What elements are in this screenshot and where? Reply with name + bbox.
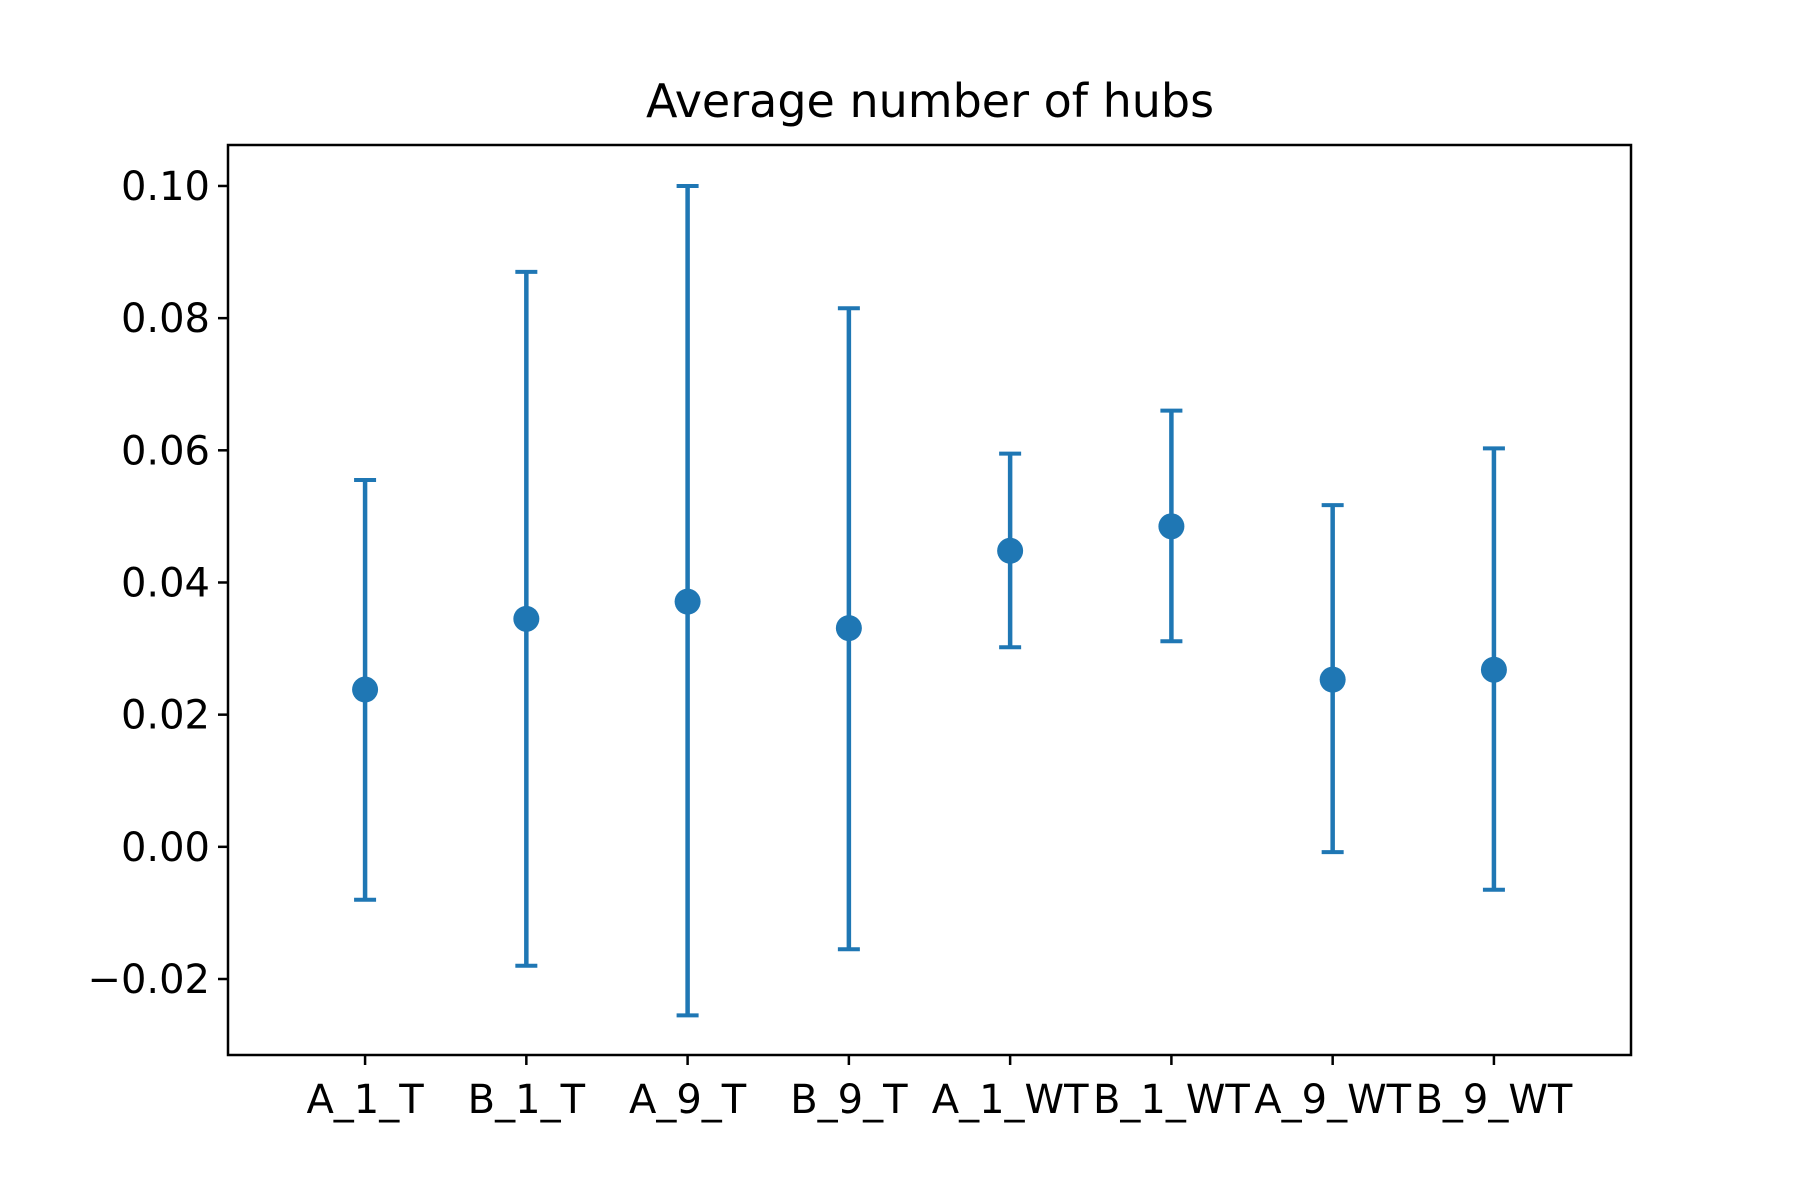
x-axis: A_1_T B_1_T A_9_T B_9_T A_1_WT B_1_WT A_9_WT B_…	[306, 1055, 1573, 1123]
chart-title: Average number of hubs	[646, 74, 1214, 128]
plot-frame	[226, 143, 1633, 1057]
x-tick-label: A_9_T	[629, 1077, 747, 1123]
data-point	[1480, 656, 1507, 683]
x-tick-label: A_1_WT	[932, 1077, 1089, 1123]
data-point	[352, 676, 379, 703]
y-axis: −0.02 0.00 0.02 0.04 0.06 0.08 0.10	[87, 164, 228, 1003]
data-point	[1158, 513, 1185, 540]
y-tick-label: 0.04	[121, 560, 210, 606]
x-tick-label: B_1_WT	[1093, 1077, 1250, 1123]
y-tick-label: 0.02	[121, 693, 210, 739]
data-point	[674, 588, 701, 615]
x-tick-label: B_9_T	[790, 1077, 908, 1123]
x-tick-label: B_1_T	[468, 1077, 586, 1123]
data-point	[513, 605, 540, 632]
data-point	[835, 615, 862, 642]
y-tick-label: 0.08	[121, 296, 210, 342]
x-tick-label: B_9_WT	[1415, 1077, 1572, 1123]
x-tick-label: A_9_WT	[1254, 1077, 1411, 1123]
data-point	[1319, 666, 1346, 693]
y-tick-label: 0.06	[121, 428, 210, 474]
y-tick-label: −0.02	[87, 957, 210, 1003]
y-tick-label: 0.10	[121, 164, 210, 210]
x-tick-label: A_1_T	[306, 1077, 424, 1123]
series-errorbars	[352, 183, 1507, 1018]
data-point	[997, 537, 1024, 564]
y-tick-label: 0.00	[121, 825, 210, 871]
